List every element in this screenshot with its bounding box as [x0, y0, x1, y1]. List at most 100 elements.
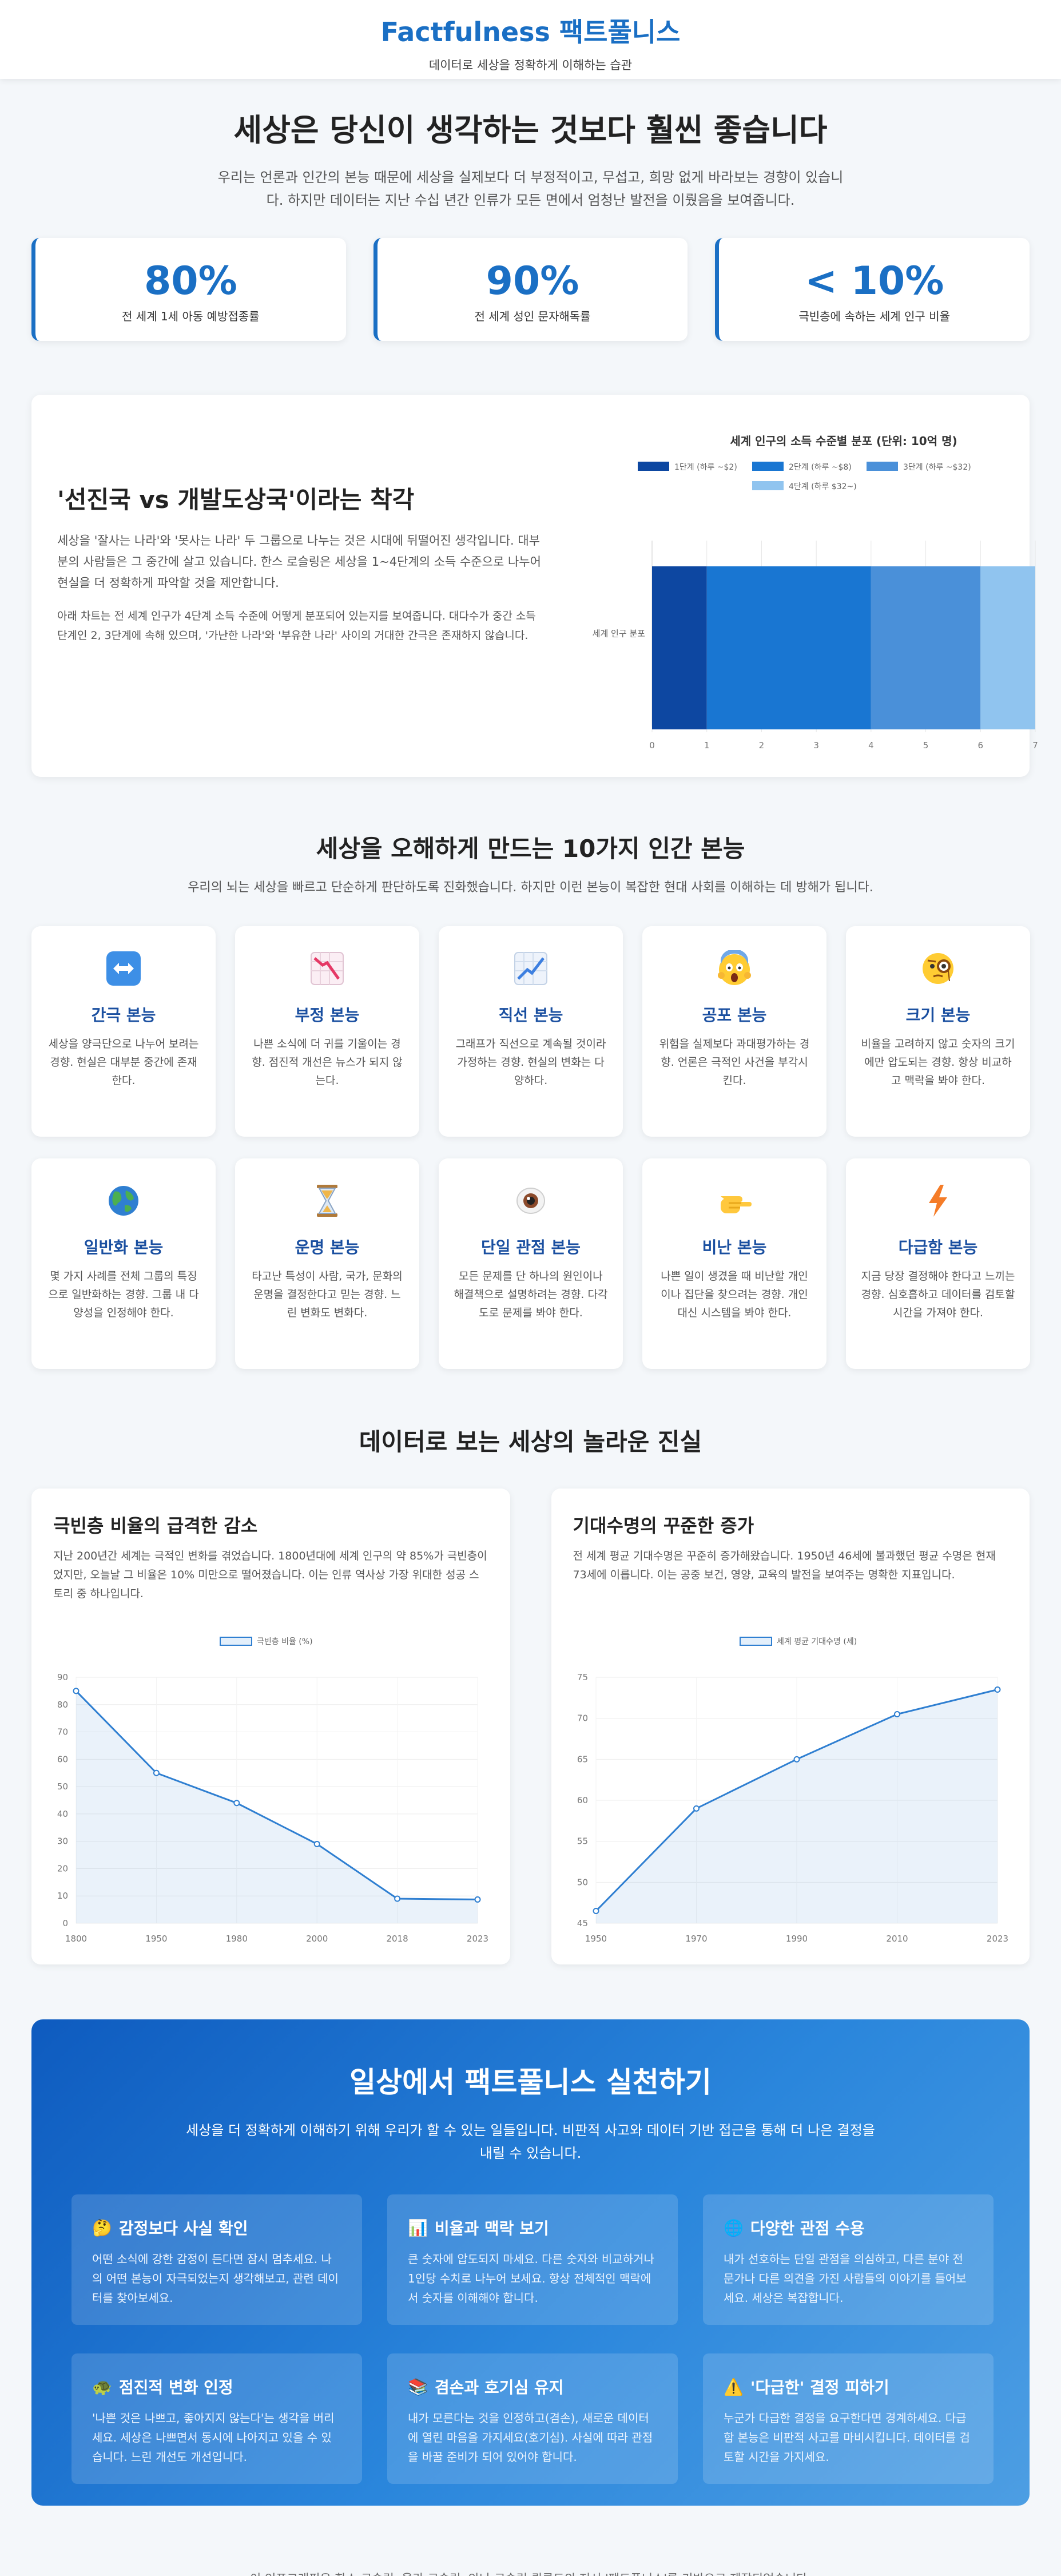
instinct-grid: 간극 본능 세상을 양극단으로 나누어 보려는 경향. 현실은 대부분 중간에 …	[31, 926, 1030, 1369]
instinct-title: 비난 본능	[702, 1238, 767, 1257]
trends-section: 데이터로 보는 세상의 놀라운 진실 극빈층 비율의 급격한 감소 지난 200…	[31, 1423, 1030, 1964]
stat-label: 전 세계 성인 문자해독률	[474, 309, 591, 323]
x-tick-label: 1950	[145, 1934, 167, 1944]
data-point	[994, 1686, 1000, 1693]
instinct-card: 일반화 본능 몇 가지 사례를 전체 그룹의 특징으로 일반화하는 경향. 그룹…	[31, 1158, 216, 1369]
x-tick-label: 2018	[387, 1934, 408, 1944]
legend-label: 극빈층 비율 (%)	[257, 1637, 313, 1646]
brand-tagline: 데이터로 세상을 정확하게 이해하는 습관	[428, 58, 633, 72]
practice-section: 일상에서 팩트풀니스 실천하기 세상을 더 정확하게 이해하기 위해 우리가 할…	[31, 2019, 1030, 2506]
x-tick-label: 7	[1032, 740, 1038, 751]
legend-label: 4단계 (하루 $32~)	[789, 482, 857, 491]
x-tick-label: 3	[813, 740, 819, 751]
instinct-title: 운명 본능	[295, 1238, 360, 1257]
data-point	[394, 1895, 401, 1902]
legend-swatch	[638, 462, 669, 471]
chart-increasing-icon	[454, 950, 608, 987]
practice-title: 일상에서 팩트풀니스 실천하기	[349, 2066, 712, 2099]
tip-title: 점진적 변화 인정	[118, 2378, 233, 2397]
data-point	[153, 1769, 160, 1776]
y-tick-label: 65	[577, 1754, 587, 1764]
instinct-card: 직선 본능 그래프가 직선으로 계속될 것이라 가정하는 경향. 현실의 변화는…	[439, 926, 623, 1137]
y-tick-label: 60	[577, 1795, 587, 1805]
y-tick-label: 70	[577, 1713, 587, 1724]
trends-title: 데이터로 보는 세상의 놀라운 진실	[359, 1428, 702, 1456]
y-tick-label: 55	[577, 1836, 587, 1847]
trend-desc: 지난 200년간 세계는 극적인 변화를 겪었습니다. 1800년대에 세계 인…	[53, 1550, 487, 1600]
tip-desc: 누군가 다급한 결정을 요구한다면 경계하세요. 다급함 본능은 비판적 사고를…	[724, 2411, 970, 2464]
brand-title: Factfulness 팩트풀니스	[380, 17, 681, 47]
tip-title: '다급한' 결정 피하기	[750, 2378, 889, 2397]
legend-label: 세계 평균 기대수명 (세)	[777, 1637, 857, 1646]
series-area	[595, 1689, 998, 1923]
x-tick-label: 2010	[886, 1934, 908, 1944]
data-point	[793, 1756, 800, 1763]
data-point	[233, 1800, 240, 1807]
income-distribution-chart: 세계 인구의 소득 수준별 분포 (단위: 10억 명) 1단계 (하루 ~$2)…	[593, 434, 1038, 751]
y-tick-label: 45	[577, 1918, 587, 1928]
y-tick-label: 80	[57, 1700, 68, 1710]
data-point	[893, 1711, 900, 1717]
tip-title: 다양한 관점 수용	[750, 2219, 865, 2238]
chart-decreasing-icon	[250, 950, 404, 987]
instinct-desc: 몇 가지 사례를 전체 그룹의 특징으로 일반화하는 경향. 그룹 내 다양성을…	[48, 1270, 199, 1319]
y-tick-label: 60	[57, 1754, 68, 1764]
y-tick-label: 50	[57, 1781, 68, 1792]
instinct-title: 다급함 본능	[898, 1238, 978, 1257]
y-tick-label: 0	[62, 1918, 68, 1928]
y-tick-label: 20	[57, 1863, 68, 1874]
warning-icon: ⚠️	[724, 2377, 744, 2396]
stat-card-vaccination: 80% 전 세계 1세 아동 예방접종률	[31, 238, 346, 341]
pointing-hand-icon	[657, 1182, 812, 1219]
instinct-card: 다급함 본능 지금 당장 결정해야 한다고 느끼는 경향. 심호흡하고 데이터를…	[846, 1158, 1030, 1369]
instinct-card: 간극 본능 세상을 양극단으로 나누어 보려는 경향. 현실은 대부분 중간에 …	[31, 926, 216, 1137]
data-point	[474, 1896, 481, 1903]
stat-value: 90%	[486, 259, 579, 304]
practice-body: 세상을 더 정확하게 이해하기 위해 우리가 할 수 있는 일들입니다. 비판적…	[186, 2122, 875, 2161]
instinct-title: 간극 본능	[91, 1006, 156, 1025]
bar-chart-icon: 📊	[408, 2218, 428, 2237]
x-tick-label: 1	[704, 740, 710, 751]
globe-meridians-icon: 🌐	[724, 2218, 744, 2237]
x-tick-label: 1950	[585, 1934, 606, 1944]
tip-title: 감정보다 사실 확인	[118, 2219, 248, 2238]
trend-title: 극빈층 비율의 급격한 감소	[53, 1515, 258, 1537]
life-expectancy-chart: 세계 평균 기대수명 (세) 45 50 55 60 65 70 75 1950 1970 1990…	[577, 1637, 1008, 1944]
legend-swatch	[867, 462, 898, 471]
tip-desc: 큰 숫자에 압도되지 마세요. 다른 숫자와 비교하거나 1인당 수치로 나누어…	[408, 2252, 654, 2305]
income-gap-card: '선진국 vs 개발도상국'이라는 착각 세상을 '잘사는 나라'와 '못사는 …	[31, 395, 1038, 777]
data-point	[313, 1840, 320, 1847]
intro-section: 세상은 당신이 생각하는 것보다 훨씬 좋습니다 우리는 언론과 인간의 본능 …	[31, 79, 1030, 341]
tip-card: 🌐 다양한 관점 수용 내가 선호하는 단일 관점을 의심하고, 다른 분야 전문…	[703, 2194, 994, 2325]
x-tick-label: 1980	[226, 1934, 248, 1944]
turtle-icon: 🐢	[92, 2377, 112, 2396]
stat-label: 극빈층에 속하는 세계 인구 비율	[798, 309, 950, 323]
tip-card: ⚠️ '다급한' 결정 피하기 누군가 다급한 결정을 요구한다면 경계하세요. …	[703, 2353, 994, 2484]
instinct-desc: 모든 문제를 단 하나의 원인이나 해결책으로 설명하려는 경향. 다각도로 문…	[454, 1270, 608, 1319]
tip-card: 📚 겸손과 호기심 유지 내가 모른다는 것을 인정하고(겸손), 새로운 데이터…	[387, 2353, 678, 2484]
stat-label: 전 세계 1세 아동 예방접종률	[122, 309, 260, 323]
legend-swatch	[220, 1637, 252, 1646]
instinct-desc: 비율을 고려하지 않고 숫자의 크기에만 압도되는 경향. 항상 비교하고 맥락…	[861, 1038, 1015, 1087]
trend-desc: 전 세계 평균 기대수명은 꾸준히 증가해왔습니다. 1950년 46세에 불과…	[573, 1550, 996, 1581]
tip-desc: '나쁜 것은 나쁘고, 좋아지지 않는다'는 생각을 버리세요. 세상은 나쁘면…	[92, 2411, 335, 2464]
tip-card: 📊 비율과 맥락 보기 큰 숫자에 압도되지 마세요. 다른 숫자와 비교하거나 …	[387, 2194, 678, 2325]
left-right-arrow-icon	[46, 950, 201, 987]
legend-label: 1단계 (하루 ~$2)	[674, 463, 737, 472]
instinct-card: 비난 본능 나쁜 일이 생겼을 때 비난할 개인이나 집단을 찾으려는 경향. …	[642, 1158, 826, 1369]
legend-label: 2단계 (하루 ~$8)	[789, 463, 852, 472]
screaming-face-icon	[657, 950, 812, 987]
y-tick-label: 75	[577, 1672, 587, 1682]
instinct-card: 운명 본능 타고난 특성이 사람, 국가, 문화의 운명을 결정한다고 믿는 경…	[235, 1158, 419, 1369]
bar-segment	[980, 566, 1035, 729]
y-tick-label: 90	[57, 1672, 68, 1682]
instinct-desc: 나쁜 소식에 더 귀를 기울이는 경향. 점진적 개선은 뉴스가 되지 않는다.	[252, 1038, 403, 1087]
data-point	[73, 1688, 80, 1694]
instincts-title: 세상을 오해하게 만드는 10가지 인간 본능	[316, 835, 745, 863]
legend-swatch	[752, 462, 784, 471]
legend-label: 3단계 (하루 ~$32)	[903, 463, 971, 472]
instinct-title: 직선 본능	[498, 1006, 563, 1025]
x-tick-label: 2023	[467, 1934, 488, 1944]
tip-card: 🐢 점진적 변화 인정 '나쁜 것은 나쁘고, 좋아지지 않는다'는 생각을 버리…	[71, 2353, 362, 2484]
stat-cards: 80% 전 세계 1세 아동 예방접종률 90% 전 세계 성인 문자해독률 <…	[31, 238, 1030, 341]
